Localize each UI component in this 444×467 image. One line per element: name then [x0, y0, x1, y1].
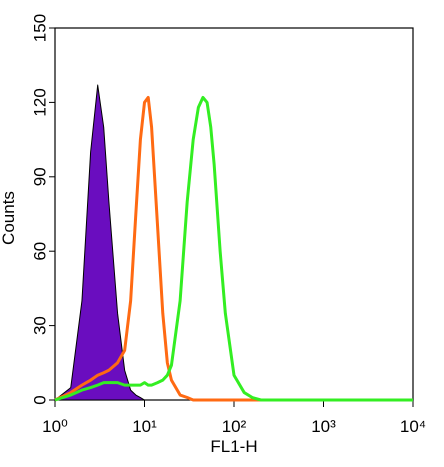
x-tick-label: 10³ [311, 417, 336, 436]
histogram-area [54, 84, 414, 401]
y-tick-label: 150 [30, 14, 49, 42]
x-axis-title: FL1-H [210, 437, 257, 456]
x-tick-label: 10¹ [132, 417, 157, 436]
y-tick-label: 60 [30, 242, 49, 261]
histogram-line [54, 95, 413, 402]
x-tick-label: 10² [222, 417, 247, 436]
y-tick-label: 0 [30, 395, 49, 404]
y-tick-label: 90 [30, 167, 49, 186]
y-tick-label: 30 [30, 316, 49, 335]
histogram-line [54, 95, 413, 402]
x-tick-label: 10⁰ [42, 417, 68, 436]
y-axis-title: Counts [0, 191, 18, 245]
y-tick-label: 120 [30, 88, 49, 116]
x-tick-label: 10⁴ [400, 417, 426, 436]
